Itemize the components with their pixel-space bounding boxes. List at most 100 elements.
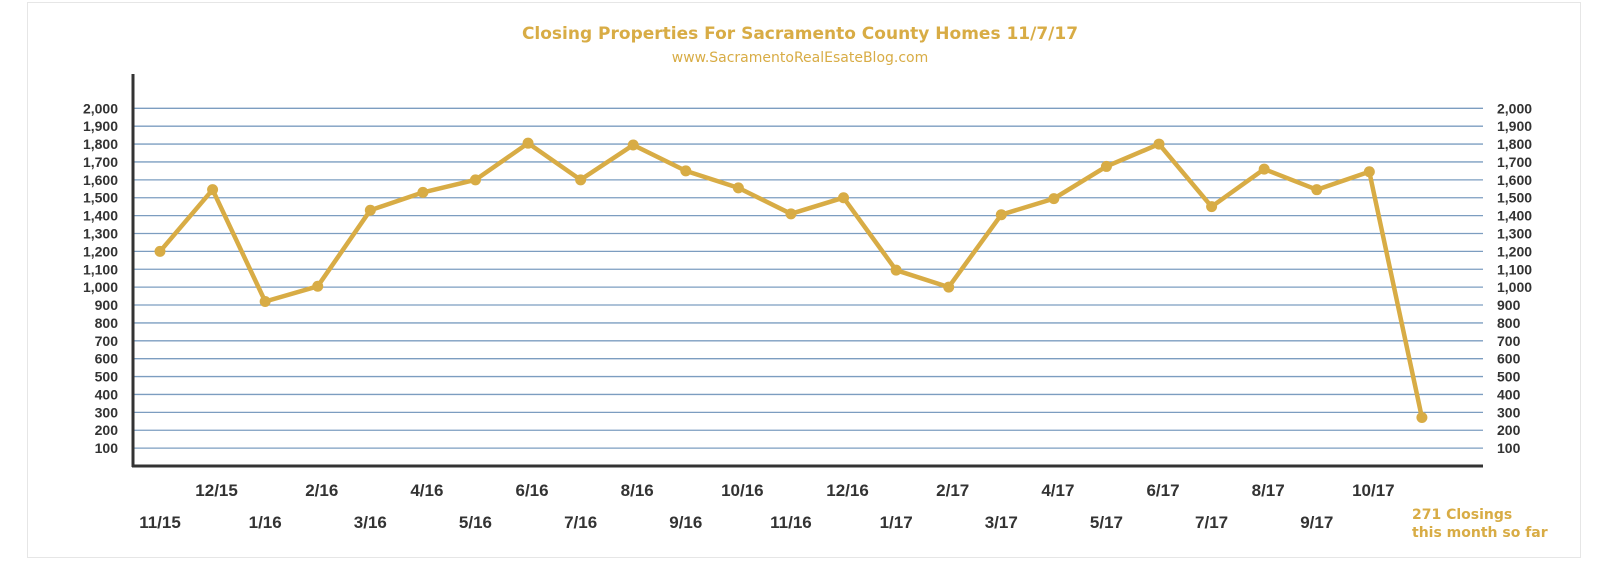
x-tick-label: 9/16 [669, 513, 702, 532]
x-tick-label: 11/16 [770, 513, 812, 532]
y-tick-label-left: 800 [95, 315, 119, 331]
x-tick-label: 5/16 [459, 513, 492, 532]
data-point [575, 174, 587, 186]
y-tick-label-left: 1,500 [83, 190, 118, 206]
chart-title: Closing Properties For Sacramento County… [522, 24, 1078, 44]
y-tick-label-right: 300 [1497, 404, 1521, 420]
x-tick-label: 5/17 [1090, 513, 1123, 532]
data-point [364, 204, 376, 216]
y-tick-label-left: 300 [95, 404, 119, 420]
y-tick-label-right: 500 [1497, 369, 1521, 385]
annotation-line-2: this month so far [1412, 525, 1548, 541]
y-tick-label-right: 900 [1497, 297, 1521, 313]
data-point [785, 208, 797, 220]
y-tick-label-right: 1,300 [1497, 225, 1532, 241]
data-point [995, 209, 1007, 221]
data-point [838, 192, 850, 204]
data-point [680, 165, 692, 177]
y-tick-label-left: 100 [95, 440, 119, 456]
gridlines [133, 107, 1483, 449]
x-axis-ticks: 11/15 12/15 1/16 2/16 3/16 4/16 5/16 6/16 7/16 8/… [139, 481, 1394, 532]
y-tick-label-right: 1,700 [1497, 154, 1532, 170]
y-tick-label-left: 1,300 [83, 225, 118, 241]
x-tick-label: 10/17 [1352, 481, 1395, 500]
x-tick-label: 3/16 [354, 513, 387, 532]
y-tick-label-left: 1,000 [83, 279, 118, 295]
data-point [259, 295, 271, 307]
x-tick-label: 12/16 [826, 481, 869, 500]
x-tick-label: 8/17 [1252, 481, 1285, 500]
x-tick-label: 4/16 [410, 481, 443, 500]
x-tick-label: 2/17 [936, 481, 969, 500]
y-tick-label-right: 1,900 [1497, 118, 1532, 134]
y-tick-label-left: 1,100 [83, 261, 118, 277]
y-tick-label-left: 500 [95, 369, 119, 385]
data-point [627, 139, 639, 151]
data-point [943, 281, 955, 293]
x-tick-label: 9/17 [1300, 513, 1333, 532]
y-tick-label-right: 1,200 [1497, 243, 1532, 259]
y-tick-label-left: 900 [95, 297, 119, 313]
y-tick-label-left: 200 [95, 422, 119, 438]
data-point [1206, 201, 1218, 213]
y-tick-label-left: 400 [95, 386, 119, 402]
x-tick-label: 1/17 [880, 513, 913, 532]
y-tick-label-right: 600 [1497, 351, 1521, 367]
y-tick-label-right: 2,000 [1497, 100, 1532, 116]
y-tick-label-left: 1,800 [83, 136, 118, 152]
y-tick-label-right: 1,500 [1497, 190, 1532, 206]
y-tick-label-right: 400 [1497, 386, 1521, 402]
y-tick-label-left: 700 [95, 333, 119, 349]
annotation-line-1: 271 Closings [1412, 507, 1512, 523]
data-point [1100, 160, 1112, 172]
y-tick-label-left: 1,900 [83, 118, 118, 134]
data-point [1416, 412, 1428, 424]
y-tick-label-right: 1,800 [1497, 136, 1532, 152]
x-tick-label: 11/15 [139, 513, 181, 532]
x-tick-label: 6/16 [516, 481, 549, 500]
x-tick-label: 6/17 [1146, 481, 1179, 500]
data-point [522, 137, 534, 149]
series-closings [154, 137, 1428, 424]
data-point [1153, 138, 1165, 150]
y-tick-label-left: 600 [95, 351, 119, 367]
y-tick-label-right: 800 [1497, 315, 1521, 331]
x-tick-label: 12/15 [195, 481, 238, 500]
y-tick-label-left: 1,600 [83, 172, 118, 188]
y-tick-label-left: 1,400 [83, 208, 118, 224]
y-tick-label-left: 1,200 [83, 243, 118, 259]
data-point [1311, 184, 1323, 196]
data-point [312, 280, 324, 292]
y-tick-label-left: 1,700 [83, 154, 118, 170]
x-tick-label: 7/17 [1195, 513, 1228, 532]
axes [131, 74, 1483, 468]
data-point [469, 174, 481, 186]
data-point [890, 264, 902, 276]
x-tick-label: 2/16 [305, 481, 338, 500]
data-point [732, 182, 744, 194]
y-tick-label-right: 100 [1497, 440, 1521, 456]
y-tick-label-right: 700 [1497, 333, 1521, 349]
chart-subtitle: www.SacramentoRealEsateBlog.com [672, 50, 929, 66]
x-tick-label: 7/16 [564, 513, 597, 532]
chart-frame [27, 2, 1581, 558]
x-tick-label: 3/17 [985, 513, 1018, 532]
data-point [207, 184, 219, 196]
x-tick-label: 10/16 [721, 481, 764, 500]
y-tick-label-right: 200 [1497, 422, 1521, 438]
y-tick-label-right: 1,000 [1497, 279, 1532, 295]
y-tick-label-right: 1,400 [1497, 208, 1532, 224]
y-tick-label-left: 2,000 [83, 100, 118, 116]
x-tick-label: 4/17 [1041, 481, 1074, 500]
data-point [1048, 193, 1060, 205]
y-tick-label-right: 1,100 [1497, 261, 1532, 277]
data-point [417, 186, 429, 198]
data-point [1258, 163, 1270, 175]
x-tick-label: 1/16 [249, 513, 282, 532]
data-point [1363, 166, 1375, 178]
data-point [154, 245, 166, 257]
y-tick-label-right: 1,600 [1497, 172, 1532, 188]
